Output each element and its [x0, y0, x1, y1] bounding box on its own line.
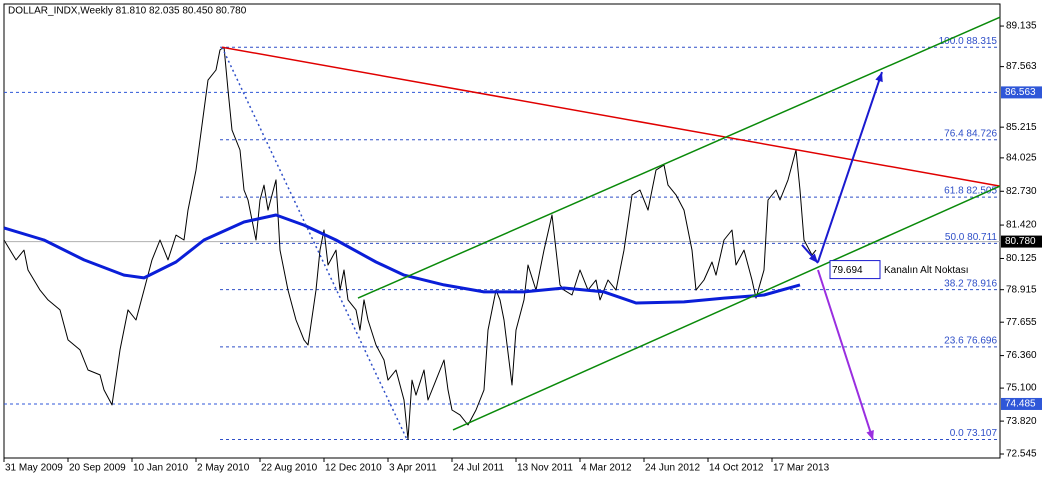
arrow-head [866, 429, 874, 440]
y-tick-label: 77.655 [1006, 317, 1037, 328]
fib-level-label: 23.6 76.696 [944, 336, 997, 347]
price-box-label: 86.563 [1005, 87, 1036, 98]
trendline [221, 46, 1001, 187]
price-box [1001, 397, 1042, 410]
fib-level-label: 38.2 78.916 [944, 278, 997, 289]
fib-level-label: 50.0 80.711 [945, 232, 998, 243]
price-box-label: 74.485 [1005, 399, 1036, 410]
price-box [1001, 86, 1042, 99]
price-line-series [3, 213, 801, 305]
x-tick-label: 10 Jan 2010 [133, 463, 188, 474]
x-tick-label: 2 May 2010 [197, 463, 250, 474]
fib-level-label: 76.4 84.726 [944, 128, 997, 139]
x-tick-label: 17 Mar 2013 [773, 463, 830, 474]
x-tick-label: 4 Mar 2012 [581, 463, 632, 474]
trendline [357, 16, 1001, 299]
callout-text: Kanalın Alt Noktası [884, 265, 969, 276]
y-tick-label: 82.730 [1006, 186, 1037, 197]
plot-frame [3, 3, 1001, 459]
trendline [221, 46, 408, 440]
x-tick-label: 13 Nov 2011 [517, 463, 573, 474]
callout-value: 79.694 [832, 265, 863, 276]
trendline [452, 185, 1001, 431]
fib-level-label: 100.0 88.315 [939, 36, 998, 47]
y-tick-label: 75.100 [1006, 383, 1037, 394]
fib-level-label: 0.0 73.107 [950, 428, 998, 439]
arrow-head [875, 72, 883, 83]
x-tick-label: 14 Oct 2012 [709, 463, 764, 474]
price-box-label: 80.780 [1005, 236, 1036, 247]
x-tick-label: 24 Jul 2011 [453, 463, 504, 474]
x-tick-label: 31 May 2009 [5, 463, 63, 474]
y-tick-label: 72.545 [1006, 449, 1037, 460]
y-tick-label: 87.563 [1006, 61, 1037, 72]
x-tick-label: 3 Apr 2011 [389, 463, 437, 474]
arrow [817, 71, 883, 263]
x-tick-label: 22 Aug 2010 [261, 463, 318, 474]
y-tick-label: 80.125 [1006, 253, 1037, 264]
callout-box [829, 260, 881, 280]
price-box [1001, 235, 1042, 248]
x-tick-label: 20 Sep 2009 [69, 463, 126, 474]
y-tick-label: 89.135 [1006, 21, 1037, 32]
arrow-head [808, 253, 818, 263]
y-tick-label: 84.025 [1006, 153, 1037, 164]
chart-title: DOLLAR_INDX,Weekly 81.810 82.035 80.450 … [8, 6, 247, 17]
y-tick-label: 85.215 [1006, 122, 1037, 133]
y-tick-label: 73.820 [1006, 416, 1037, 427]
y-tick-label: 78.915 [1006, 284, 1037, 295]
y-tick-label: 81.420 [1006, 220, 1037, 231]
x-tick-label: 12 Dec 2010 [325, 463, 382, 474]
arrow [817, 269, 874, 441]
fib-level-label: 61.8 82.505 [944, 186, 997, 197]
y-tick-label: 76.360 [1006, 350, 1037, 361]
x-tick-label: 24 Jun 2012 [645, 463, 700, 474]
price-line-series [3, 46, 817, 440]
